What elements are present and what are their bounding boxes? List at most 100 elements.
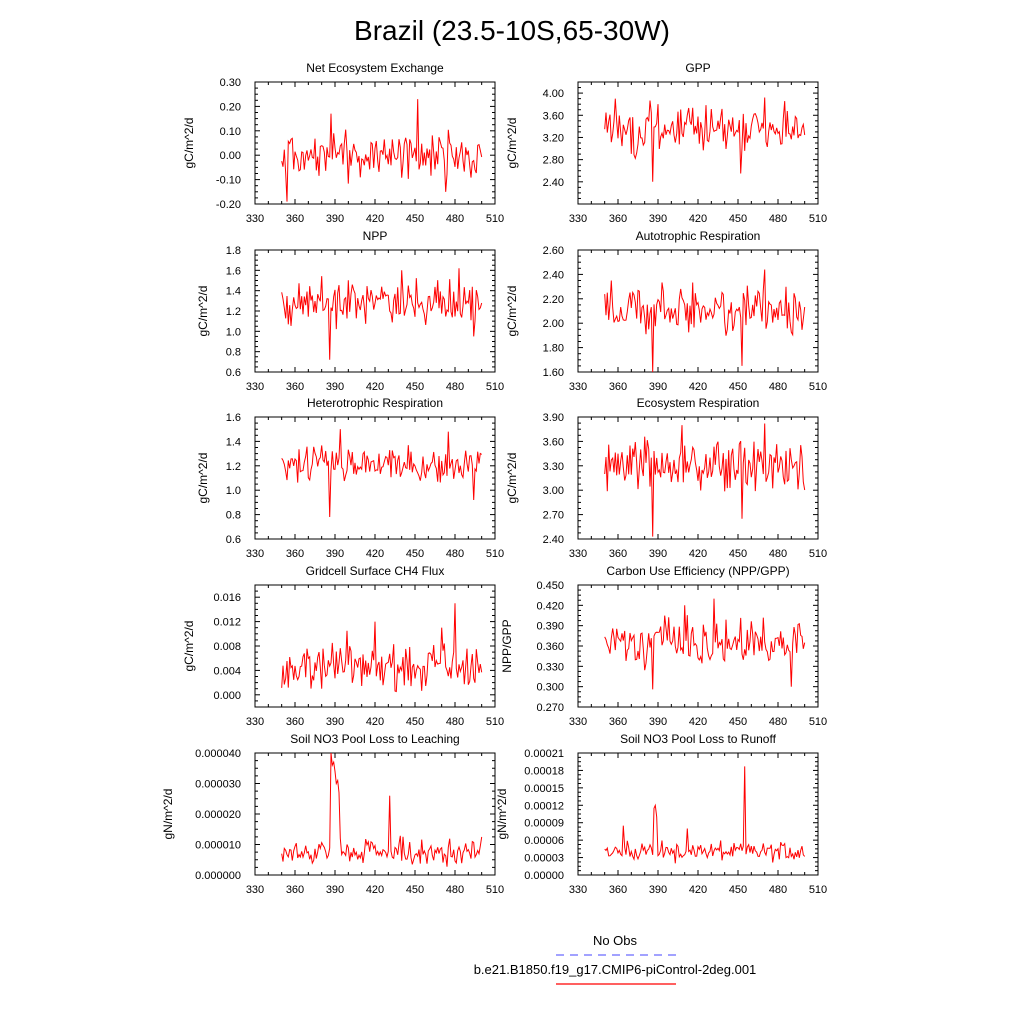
y-tick-label: 0.012 (213, 617, 241, 629)
y-tick-label: 2.00 (543, 318, 564, 330)
x-tick-label: 510 (809, 548, 827, 560)
panel-title: Heterotrophic Respiration (307, 396, 443, 410)
model-series-line (281, 752, 483, 867)
x-tick-label: 360 (286, 884, 304, 896)
x-tick-label: 510 (486, 716, 504, 728)
plot-frame (577, 752, 819, 876)
y-axis-label: gC/m^2/d (182, 621, 196, 672)
y-tick-label: 2.60 (543, 245, 564, 257)
y-tick-label: 0.00018 (524, 765, 564, 777)
y-axis-label: gC/m^2/d (182, 118, 196, 169)
model-series-line (604, 598, 806, 690)
x-tick-label: 360 (286, 213, 304, 225)
y-tick-label: 3.60 (543, 110, 564, 122)
x-tick-label: 390 (649, 381, 667, 393)
x-tick-label: 480 (769, 548, 787, 560)
y-tick-label: 1.4 (226, 286, 241, 298)
x-tick-label: 450 (729, 381, 747, 393)
model-series-line (604, 766, 806, 864)
x-tick-label: 330 (569, 381, 587, 393)
y-tick-label: 0.450 (536, 580, 564, 592)
y-axis-label: gN/m^2/d (161, 789, 175, 840)
chart-panel: Soil NO3 Pool Loss to Runoff gN/m^2/d 330 3… (495, 732, 827, 896)
x-tick-label: 450 (729, 548, 747, 560)
y-tick-label: 0.00003 (524, 853, 564, 865)
x-tick-label: 330 (246, 716, 264, 728)
x-tick-label: 480 (446, 548, 464, 560)
x-tick-label: 480 (769, 213, 787, 225)
x-tick-label: 480 (446, 716, 464, 728)
x-tick-label: 510 (809, 884, 827, 896)
model-series-line (281, 268, 483, 360)
x-tick-label: 330 (246, 548, 264, 560)
x-tick-label: 360 (286, 381, 304, 393)
y-tick-label: 0.270 (536, 702, 564, 714)
panel-title: NPP (363, 229, 388, 243)
y-tick-label: 4.00 (543, 88, 564, 100)
x-tick-label: 480 (769, 381, 787, 393)
y-tick-label: 3.00 (543, 485, 564, 497)
x-tick-label: 330 (569, 716, 587, 728)
chart-panel: NPP gC/m^2/d 330 360 390 420 450 480 510 0.6 0.8 1.… (196, 229, 504, 393)
y-tick-label: 2.40 (543, 534, 564, 546)
x-tick-label: 330 (246, 884, 264, 896)
x-tick-label: 420 (689, 716, 707, 728)
panel-title: Carbon Use Efficiency (NPP/GPP) (606, 564, 789, 578)
y-tick-label: 1.2 (226, 306, 241, 318)
y-tick-label: 1.0 (226, 485, 241, 497)
y-tick-label: 1.6 (226, 265, 241, 277)
x-tick-label: 480 (446, 884, 464, 896)
y-axis-label: NPP/GPP (500, 619, 514, 672)
y-tick-label: 0.10 (220, 126, 241, 138)
x-tick-label: 480 (446, 213, 464, 225)
y-tick-label: -0.20 (216, 199, 241, 211)
y-tick-label: 0.360 (536, 641, 564, 653)
x-tick-label: 330 (569, 548, 587, 560)
x-tick-label: 450 (729, 213, 747, 225)
x-tick-label: 450 (729, 884, 747, 896)
x-tick-label: 390 (326, 381, 344, 393)
x-tick-label: 420 (366, 548, 384, 560)
y-tick-label: 0.00 (220, 150, 241, 162)
y-tick-label: 0.004 (213, 665, 241, 677)
plot-frame (254, 584, 496, 708)
panel-title: Ecosystem Respiration (637, 396, 760, 410)
y-tick-label: 1.80 (543, 343, 564, 355)
y-tick-label: 0.000040 (195, 748, 241, 760)
y-tick-label: 0.008 (213, 641, 241, 653)
y-tick-label: 3.60 (543, 436, 564, 448)
y-tick-label: 0.00021 (524, 748, 564, 760)
y-tick-label: 0.00015 (524, 783, 564, 795)
plot-frame (254, 752, 496, 876)
x-tick-label: 450 (406, 548, 424, 560)
panel-title: Soil NO3 Pool Loss to Runoff (620, 732, 777, 746)
y-tick-label: 0.00000 (524, 870, 564, 882)
x-tick-label: 360 (286, 548, 304, 560)
chart-panel: Net Ecosystem Exchange gC/m^2/d 330 360 390 4… (182, 61, 504, 225)
chart-panel: Soil NO3 Pool Loss to Leaching gN/m^2/d 33… (161, 732, 504, 896)
x-tick-label: 420 (689, 213, 707, 225)
panel-title: Soil NO3 Pool Loss to Leaching (290, 732, 459, 746)
y-tick-label: 0.6 (226, 534, 241, 546)
panel-title: Net Ecosystem Exchange (306, 61, 444, 75)
x-tick-label: 480 (769, 884, 787, 896)
legend: No Obs b.e21.B1850.f19_g17.CMIP6-piContr… (474, 933, 756, 985)
y-tick-label: 0.000000 (195, 870, 241, 882)
panel-title: GPP (685, 61, 710, 75)
y-tick-label: 0.390 (536, 621, 564, 633)
x-tick-label: 360 (609, 381, 627, 393)
x-tick-label: 510 (486, 381, 504, 393)
y-tick-label: 2.80 (543, 155, 564, 167)
x-tick-label: 510 (809, 213, 827, 225)
y-tick-label: 3.20 (543, 132, 564, 144)
model-series-line (281, 99, 483, 202)
model-series-line (281, 429, 482, 518)
chart-panel: Heterotrophic Respiration gC/m^2/d 330 360 3… (196, 396, 504, 560)
y-tick-label: 3.30 (543, 461, 564, 473)
y-tick-label: 0.000030 (195, 779, 241, 791)
x-tick-label: 510 (809, 381, 827, 393)
y-tick-label: 0.8 (226, 347, 241, 359)
panel-grid: Net Ecosystem Exchange gC/m^2/d 330 360 390 4… (161, 61, 827, 896)
plot-frame (254, 81, 496, 205)
